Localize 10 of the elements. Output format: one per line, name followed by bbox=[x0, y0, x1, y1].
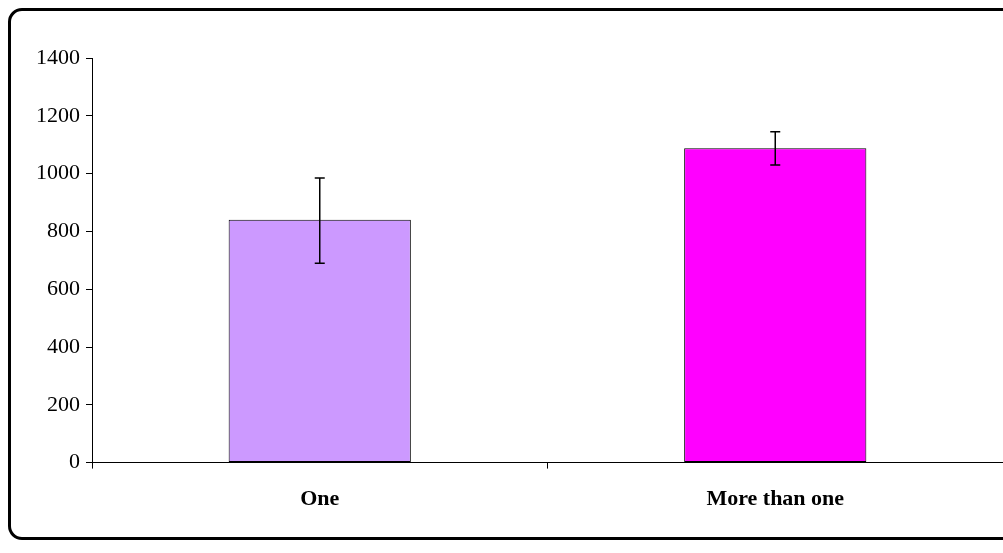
y-tick-label: 600 bbox=[47, 274, 80, 300]
y-tick-label: 400 bbox=[47, 332, 80, 358]
y-tick-label: 1400 bbox=[36, 43, 80, 69]
y-tick-label: 1000 bbox=[36, 159, 80, 185]
y-tick-label: 1200 bbox=[36, 101, 80, 127]
y-tick-label: 800 bbox=[47, 217, 80, 243]
y-tick-label: 200 bbox=[47, 390, 80, 416]
y-tick-label: 0 bbox=[69, 448, 80, 474]
x-tick-label: One bbox=[300, 485, 340, 511]
x-tick-label: More than one bbox=[706, 485, 845, 511]
